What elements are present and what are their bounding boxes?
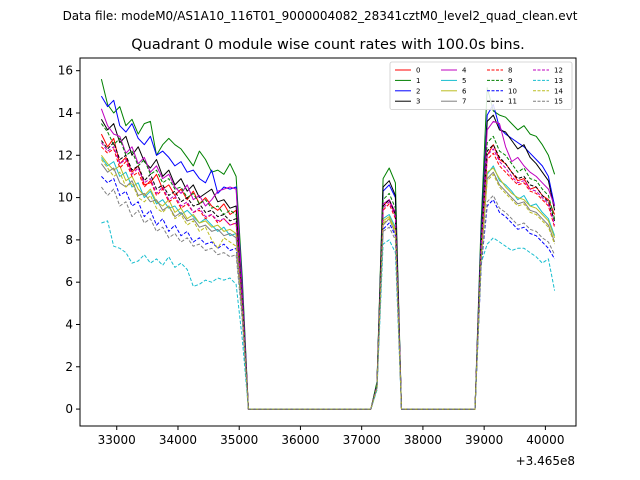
x-offset-label: +3.465e8 <box>516 454 575 468</box>
series-line-15 <box>100 186 556 410</box>
x-tick-label-37000: 37000 <box>343 433 381 447</box>
legend-label-15: 15 <box>554 98 563 106</box>
y-tick-label-4: 4 <box>65 317 73 331</box>
y-tick-label-0: 0 <box>65 402 73 416</box>
y-tick-label-6: 6 <box>65 275 73 289</box>
series-line-14 <box>100 159 556 410</box>
y-tick-label-10: 10 <box>58 191 73 205</box>
x-tick-label-36000: 36000 <box>281 433 319 447</box>
legend-label-8: 8 <box>508 67 512 75</box>
legend-label-9: 9 <box>508 77 512 85</box>
y-tick-label-12: 12 <box>58 148 73 162</box>
x-tick-label-34000: 34000 <box>159 433 197 447</box>
legend-label-13: 13 <box>554 77 563 85</box>
legend-label-0: 0 <box>416 67 420 75</box>
legend-label-10: 10 <box>508 87 517 95</box>
series-line-8 <box>101 146 556 410</box>
series-line-1 <box>100 78 556 410</box>
legend-box <box>389 61 573 110</box>
series-line-13 <box>101 220 556 410</box>
x-tick-label-35000: 35000 <box>220 433 258 447</box>
y-tick-label-14: 14 <box>58 106 73 120</box>
y-tick-label-16: 16 <box>58 64 73 78</box>
y-tick-label-2: 2 <box>65 360 73 374</box>
legend-label-14: 14 <box>554 87 563 95</box>
legend-label-2: 2 <box>416 87 420 95</box>
x-tick-label-38000: 38000 <box>404 433 442 447</box>
legend-label-3: 3 <box>416 98 420 106</box>
x-tick-label-40000: 40000 <box>526 433 564 447</box>
legend-label-7: 7 <box>462 98 466 106</box>
legend-label-4: 4 <box>462 67 467 75</box>
series-line-12 <box>100 142 556 410</box>
plot-lines <box>100 78 556 410</box>
figure-suptitle: Data file: modeM0/AS1A10_116T01_90000040… <box>63 9 578 23</box>
y-tick-label-8: 8 <box>65 233 73 247</box>
y-axis: 0 2 4 6 8 10 12 14 16 <box>58 64 80 416</box>
chart-title: Quadrant 0 module wise count rates with … <box>131 37 525 53</box>
legend-label-6: 6 <box>462 87 467 95</box>
legend-label-11: 11 <box>508 98 517 106</box>
legend-label-1: 1 <box>416 77 420 85</box>
legend-label-12: 12 <box>554 67 563 75</box>
x-tick-label-33000: 33000 <box>98 433 136 447</box>
legend-label-5: 5 <box>462 77 466 85</box>
x-tick-label-39000: 39000 <box>465 433 503 447</box>
series-line-9 <box>100 123 556 410</box>
x-axis: 33000 34000 35000 36000 37000 38000 39000 40000 <box>98 426 564 447</box>
plot-frame <box>79 57 577 427</box>
